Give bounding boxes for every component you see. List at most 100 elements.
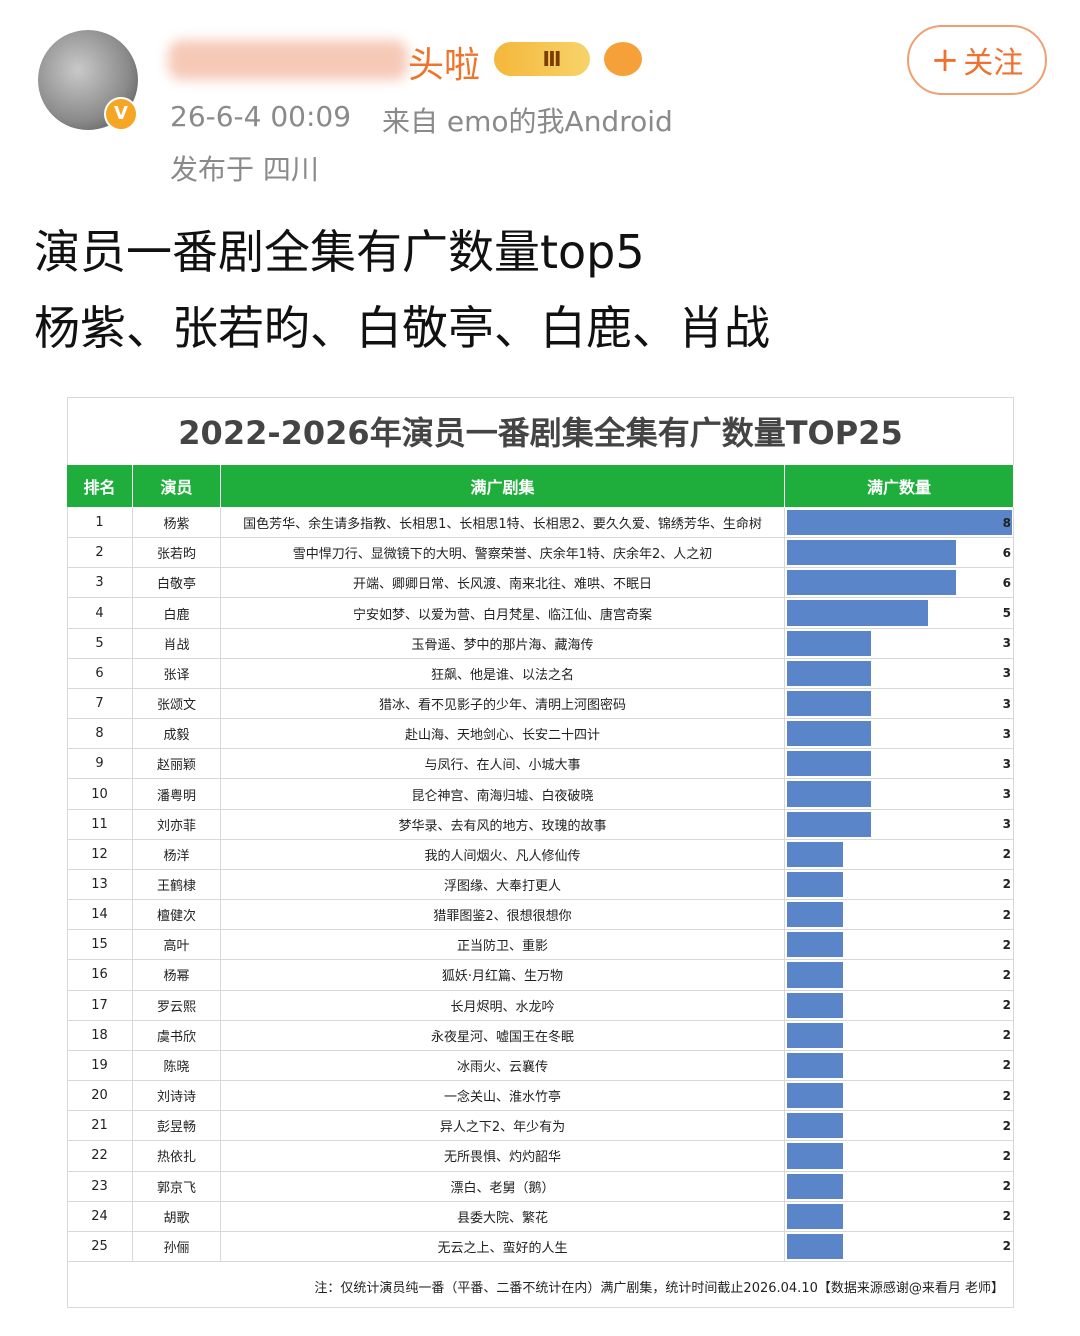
table-cell: 热依扎 <box>133 1141 221 1171</box>
table-cell: 成毅 <box>133 719 221 749</box>
count-label: 6 <box>1002 575 1011 590</box>
count-bar <box>787 510 1012 536</box>
table-cell: 檀健次 <box>133 900 221 930</box>
table-cell: 王鹤棣 <box>133 869 221 900</box>
count-label: 3 <box>1002 756 1011 771</box>
table-cell: 白敬亭 <box>133 568 221 598</box>
count-label: 2 <box>1002 877 1011 892</box>
verified-badge: V <box>104 97 138 131</box>
level-badge: Ⅲ <box>494 42 590 76</box>
count-label: 2 <box>1002 967 1011 982</box>
table-cell: 19 <box>67 1050 133 1081</box>
table-row: 12 杨洋 我的人间烟火、凡人修仙传 2 <box>67 839 1014 870</box>
table-row: 16 杨幂 狐妖·月红篇、生万物 2 <box>67 960 1014 991</box>
table-cell: 狐妖·月红篇、生万物 <box>221 960 785 990</box>
table-cell: 郭京飞 <box>133 1171 221 1201</box>
count-bar <box>787 1113 844 1139</box>
count-bar <box>787 1173 844 1199</box>
table-row: 9 赵丽颖 与凤行、在人间、小城大事 3 <box>67 749 1014 780</box>
table-cell: 无云之上、蛮好的人生 <box>221 1231 785 1261</box>
table-cell: 25 <box>67 1231 133 1261</box>
count-bar <box>787 630 872 656</box>
table-cell: 5 <box>67 628 133 658</box>
table-cell: 与凤行、在人间、小城大事 <box>221 749 785 779</box>
table-cell: 玉骨遥、梦中的那片海、藏海传 <box>221 628 785 658</box>
count-bar <box>787 932 844 958</box>
table-row: 3 白敬亭 开端、卿卿日常、长风渡、南来北往、难哄、不眠日 6 <box>67 568 1014 599</box>
count-bar <box>787 570 956 596</box>
count-bar <box>787 1022 844 1048</box>
table-cell: 我的人间烟火、凡人修仙传 <box>221 839 785 869</box>
count-bar <box>787 781 872 807</box>
count-bar <box>787 811 872 837</box>
table-cell: 肖战 <box>133 628 221 658</box>
table-cell: 潘粤明 <box>133 779 221 809</box>
table-cell: 18 <box>67 1020 133 1050</box>
table-cell: 13 <box>67 869 133 900</box>
table-cell: 8 <box>67 719 133 749</box>
table-cell: 4 <box>67 598 133 628</box>
table-cell: 杨幂 <box>133 960 221 990</box>
table-note: 注：仅统计演员纯一番（平番、二番不统计在内）满广剧集，统计时间截止2026.04… <box>314 1280 1004 1296</box>
count-bar <box>787 600 928 626</box>
count-label: 2 <box>1002 1179 1011 1194</box>
table-cell: 杨洋 <box>133 839 221 869</box>
table-cell: 虞书欣 <box>133 1020 221 1050</box>
count-label: 2 <box>1002 907 1011 922</box>
follow-text: 关注 <box>963 46 1024 81</box>
table-title: 2022-2026年演员一番剧集全集有广数量TOP25 <box>178 414 903 452</box>
count-bar <box>787 751 872 777</box>
table-cell: 刘亦菲 <box>133 809 221 839</box>
blurred-name <box>168 40 408 80</box>
count-bar <box>787 540 956 566</box>
count-bar <box>787 962 844 988</box>
table-cell: 梦华录、去有风的地方、玫瑰的故事 <box>221 809 785 839</box>
table-row: 5 肖战 玉骨遥、梦中的那片海、藏海传 3 <box>67 628 1014 659</box>
table-cell: 漂白、老舅（鹅） <box>221 1171 785 1201</box>
count-bar <box>787 841 844 867</box>
count-label: 3 <box>1002 817 1011 832</box>
count-label: 3 <box>1002 666 1011 681</box>
table-row: 24 胡歌 县委大院、繁花 2 <box>67 1201 1014 1232</box>
count-label: 2 <box>1002 1209 1011 1224</box>
table-frame <box>67 397 1014 1308</box>
post-time: 26-6-4 00:09 <box>170 100 352 133</box>
table-cell: 20 <box>67 1081 133 1111</box>
table-cell: 胡歌 <box>133 1201 221 1231</box>
table-cell: 狂飙、他是谁、以法之名 <box>221 658 785 688</box>
table-cell: 开端、卿卿日常、长风渡、南来北往、难哄、不眠日 <box>221 568 785 598</box>
table-cell: 刘诗诗 <box>133 1081 221 1111</box>
count-label: 5 <box>1002 606 1011 621</box>
plus-icon: + <box>930 40 960 80</box>
table-cell: 张译 <box>133 658 221 688</box>
follow-button[interactable]: + 关注 <box>907 25 1047 95</box>
table-cell: 浮图缘、大奉打更人 <box>221 869 785 900</box>
table-cell: 杨紫 <box>133 508 221 538</box>
table-cell: 14 <box>67 900 133 930</box>
column-header: 演员 <box>133 465 221 507</box>
table-row: 14 檀健次 猎罪图鉴2、很想很想你 2 <box>67 900 1014 931</box>
column-header: 满广剧集 <box>221 465 785 507</box>
table-cell: 猎罪图鉴2、很想很想你 <box>221 900 785 930</box>
table-cell: 12 <box>67 839 133 869</box>
table-cell: 宁安如梦、以爱为营、白月梵星、临江仙、唐宫奇案 <box>221 598 785 628</box>
table-cell: 1 <box>67 508 133 538</box>
table-cell: 雪中悍刀行、显微镜下的大明、警察荣誉、庆余年1特、庆余年2、人之初 <box>221 538 785 568</box>
table-cell: 24 <box>67 1201 133 1231</box>
table-cell: 异人之下2、年少有为 <box>221 1111 785 1141</box>
table-cell: 17 <box>67 990 133 1020</box>
table-row: 13 王鹤棣 浮图缘、大奉打更人 2 <box>67 869 1014 901</box>
table-row: 20 刘诗诗 一念关山、淮水竹亭 2 <box>67 1081 1014 1112</box>
count-bar <box>787 871 844 898</box>
count-bar <box>787 992 844 1018</box>
count-bar <box>787 1083 844 1109</box>
table-row: 1 杨紫 国色芳华、余生请多指教、长相思1、长相思1特、长相思2、要久久爱、锦绣芳华… <box>67 508 1014 539</box>
post-source: 来自 emo的我Android <box>382 105 673 138</box>
table-cell: 国色芳华、余生请多指教、长相思1、长相思1特、长相思2、要久久爱、锦绣芳华、生命… <box>221 508 785 538</box>
table-row: 19 陈晓 冰雨火、云襄传 2 <box>67 1050 1014 1082</box>
count-bar <box>787 660 872 686</box>
table-row: 4 白鹿 宁安如梦、以爱为营、白月梵星、临江仙、唐宫奇案 5 <box>67 598 1014 629</box>
table-cell: 罗云熙 <box>133 990 221 1020</box>
table-row: 21 彭昱畅 异人之下2、年少有为 2 <box>67 1111 1014 1142</box>
table-cell: 无所畏惧、灼灼韶华 <box>221 1141 785 1171</box>
